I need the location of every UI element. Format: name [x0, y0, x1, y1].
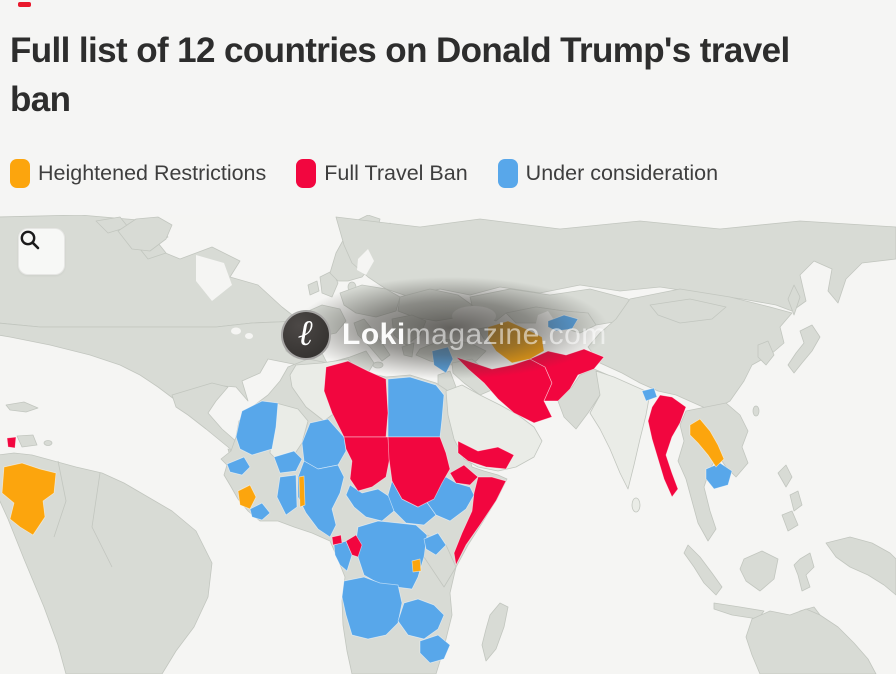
map-country-equatorial-guinea[interactable] [331, 534, 343, 546]
map-country-central-african-republic[interactable] [345, 484, 395, 522]
legend-item-full-ban[interactable]: Full Travel Ban [296, 159, 468, 188]
map-hudson-bay [196, 255, 232, 301]
map-country-eritrea[interactable] [449, 464, 479, 486]
legend-label-full-ban: Full Travel Ban [324, 161, 468, 185]
page-title: Full list of 12 countries on Donald Trum… [10, 31, 790, 119]
map-country-venezuela[interactable] [1, 462, 57, 536]
map-border [53, 460, 67, 538]
map-country-burkina-faso[interactable] [273, 450, 303, 474]
map-island-sumatra [683, 544, 723, 596]
map-country-korea[interactable] [757, 340, 775, 366]
map-island-taiwan [752, 405, 760, 417]
map-group-heightened [1, 320, 725, 573]
map-island-new-guinea [825, 536, 896, 596]
choropleth-map[interactable]: ℓ Lokimagazine.com [0, 215, 896, 674]
accent-dash [18, 2, 31, 7]
map-country-yemen[interactable] [457, 440, 515, 470]
map-island-philippines [781, 510, 799, 532]
map-country-south-america[interactable] [0, 452, 213, 674]
map-country-greenland[interactable] [117, 216, 173, 252]
map-great-lake [231, 327, 241, 335]
map-country-zambia[interactable] [397, 598, 445, 640]
map-country-australia[interactable] [745, 608, 877, 674]
map-island-borneo [739, 550, 779, 592]
map-country-sri-lanka[interactable] [631, 497, 641, 513]
map-country-cuba[interactable] [5, 401, 39, 413]
world-map-svg [0, 215, 896, 674]
map-country-nigeria-cameroon[interactable] [297, 460, 345, 538]
map-country-congo[interactable] [345, 534, 363, 558]
map-region-west-europe[interactable] [303, 304, 347, 338]
legend: Heightened Restrictions Full Travel Ban … [10, 159, 718, 188]
map-country-laos[interactable] [689, 418, 725, 468]
search-icon [20, 230, 40, 250]
map-island-philippines [789, 490, 803, 512]
map-country-egypt[interactable] [387, 376, 445, 438]
map-country-myanmar[interactable] [647, 394, 687, 498]
map-country-mauritania[interactable] [235, 400, 279, 456]
legend-label-considering: Under consideration [525, 161, 719, 185]
map-island [787, 284, 801, 316]
map-island [43, 440, 53, 446]
legend-label-heightened: Heightened Restrictions [38, 161, 267, 185]
map-island-sulawesi [793, 552, 815, 592]
map-country-greece[interactable] [401, 342, 415, 358]
full-ban-swatch-icon [296, 159, 317, 188]
map-country-togo[interactable] [298, 475, 306, 508]
considering-swatch-icon [497, 159, 518, 188]
map-country-syria[interactable] [431, 346, 454, 374]
map-country-sierra-leone[interactable] [237, 484, 257, 510]
map-search-button[interactable] [18, 228, 65, 275]
map-country-somalia[interactable] [453, 476, 507, 566]
map-country-senegal[interactable] [226, 456, 251, 476]
map-border [91, 472, 113, 568]
map-country-japan[interactable] [787, 324, 821, 374]
map-country-dominican-republic[interactable] [16, 434, 38, 448]
map-black-sea [452, 306, 496, 326]
map-country-angola[interactable] [341, 576, 403, 640]
map-great-lake [245, 333, 253, 339]
map-country-zimbabwe[interactable] [419, 634, 451, 664]
heightened-swatch-icon [10, 159, 30, 188]
legend-item-heightened[interactable]: Heightened Restrictions [10, 159, 266, 188]
map-country-liberia[interactable] [249, 502, 271, 521]
map-region-balkans[interactable] [391, 314, 427, 346]
map-island-sicily [372, 361, 384, 369]
map-country-haiti[interactable] [6, 436, 17, 449]
map-country-india[interactable] [589, 370, 651, 490]
map-country-madagascar[interactable] [481, 602, 509, 662]
map-island-philippines [777, 464, 793, 488]
map-country-ghana[interactable] [276, 474, 298, 516]
map-country-burundi[interactable] [411, 558, 422, 573]
map-country-ireland[interactable] [307, 280, 320, 296]
map-country-uganda[interactable] [423, 532, 447, 556]
legend-item-considering[interactable]: Under consideration [497, 159, 719, 188]
map-country-dr-congo[interactable] [355, 520, 428, 590]
map-country-sudan[interactable] [387, 436, 451, 508]
